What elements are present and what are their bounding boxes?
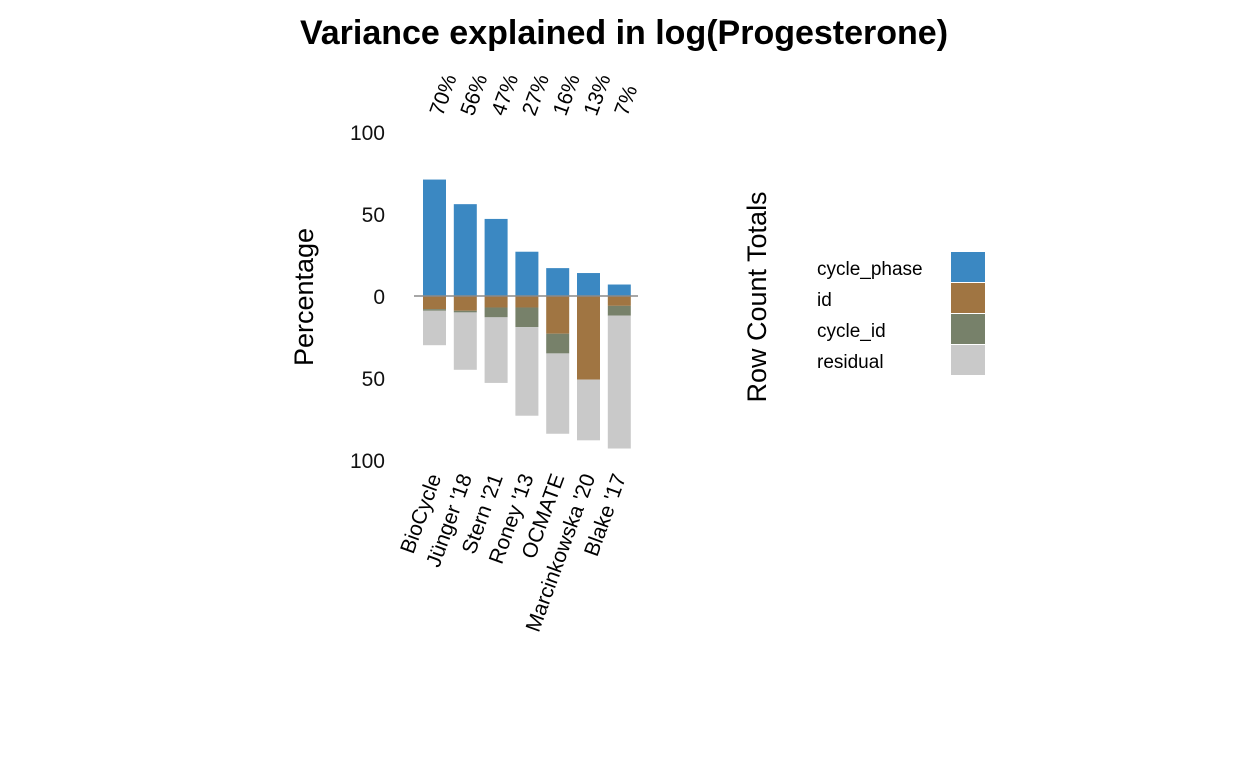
- legend-swatch-cycle_phase: [951, 252, 985, 282]
- bar-id: [607, 296, 631, 306]
- bar-id: [577, 296, 600, 380]
- y-tick-label: 50: [362, 204, 385, 227]
- bar-cycle_phase: [546, 268, 570, 296]
- bar-cycle_id: [423, 309, 446, 311]
- y-tick-label: 0: [373, 286, 385, 309]
- bar-residual: [453, 312, 477, 370]
- legend-swatch-residual: [951, 345, 985, 375]
- bar-cycle_phase: [607, 284, 631, 296]
- bar-residual: [515, 327, 539, 416]
- bar-id: [423, 296, 446, 310]
- bar-residual: [423, 310, 446, 346]
- bar-id: [546, 296, 570, 334]
- chart-title: Variance explained in log(Progesterone): [300, 14, 948, 52]
- bar-cycle_phase: [484, 218, 508, 296]
- y-axis-label: Percentage: [289, 228, 319, 366]
- legend-label-cycle_id: cycle_id: [817, 321, 886, 342]
- bar-id: [484, 296, 508, 308]
- y-tick-label: 100: [350, 122, 385, 145]
- bar-residual: [577, 379, 600, 441]
- bar-residual: [607, 315, 631, 449]
- bar-residual: [484, 317, 508, 383]
- bar-cycle_id: [515, 307, 539, 328]
- legend-label-id: id: [817, 290, 832, 311]
- bar-cycle_phase: [423, 179, 446, 296]
- bar-cycle_id: [546, 333, 570, 354]
- legend-title: Row Count Totals: [742, 191, 772, 402]
- legend-label-cycle_phase: cycle_phase: [817, 259, 923, 280]
- bar-id: [515, 296, 539, 308]
- top-percent-label: 7%: [610, 82, 642, 118]
- bar-cycle_phase: [577, 273, 600, 296]
- bar-id: [453, 296, 477, 311]
- bar-residual: [546, 353, 570, 434]
- legend-swatch-id: [951, 283, 985, 313]
- y-tick-label: 100: [350, 450, 385, 473]
- legend-label-residual: residual: [817, 352, 884, 373]
- bar-cycle_phase: [515, 251, 539, 296]
- legend-swatch-cycle_id: [951, 314, 985, 344]
- y-tick-label: 50: [362, 368, 385, 391]
- bar-cycle_id: [453, 310, 477, 313]
- bar-cycle_id: [484, 307, 508, 318]
- bar-cycle_phase: [453, 204, 477, 296]
- bar-cycle_id: [607, 305, 631, 316]
